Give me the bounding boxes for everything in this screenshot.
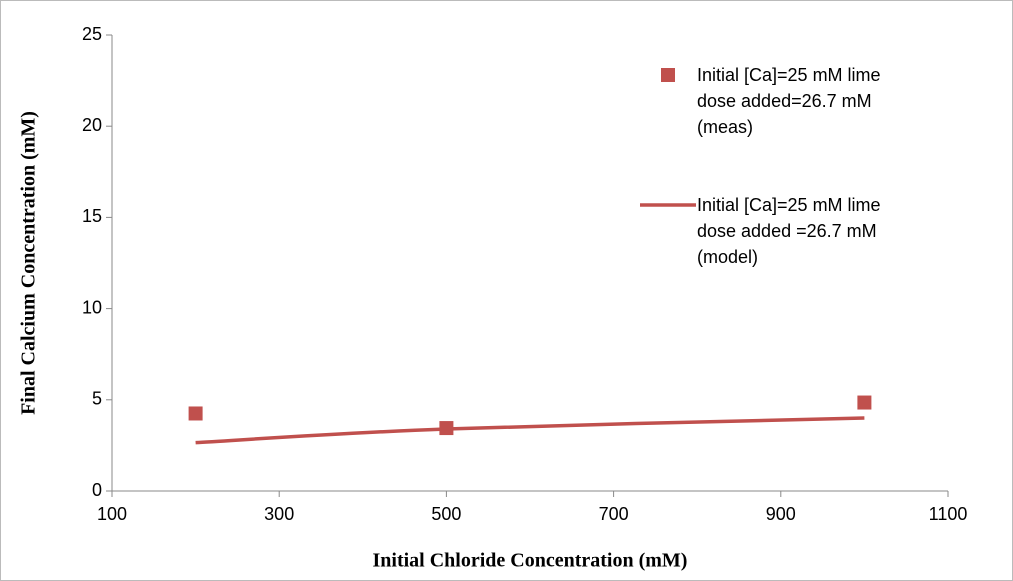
y-tick-label: 0 [92,480,102,500]
legend-marker [661,68,675,82]
legend-label: Initial [Ca]=25 mM lime dose added =26.7… [697,195,887,267]
legend-label: Initial [Ca]=25 mM lime dose added=26.7 … [697,65,886,137]
y-tick-label: 20 [82,115,102,135]
data-point [188,406,203,421]
y-tick-label: 25 [82,24,102,44]
y-axis-title: Final Calcium Concentration (mM) [18,111,40,415]
data-point [857,395,872,410]
y-tick-label: 15 [82,206,102,226]
y-tick-label: 10 [82,297,102,317]
y-tick-label: 5 [92,389,102,409]
x-tick-label: 1100 [929,504,968,524]
x-tick-label: 700 [599,504,629,524]
x-tick-label: 900 [766,504,796,524]
model-line [195,416,865,445]
x-axis-title: Initial Chloride Concentration (mM) [373,550,688,572]
x-tick-label: 300 [264,504,294,524]
x-tick-label: 500 [431,504,461,524]
x-tick-label: 100 [97,504,127,524]
